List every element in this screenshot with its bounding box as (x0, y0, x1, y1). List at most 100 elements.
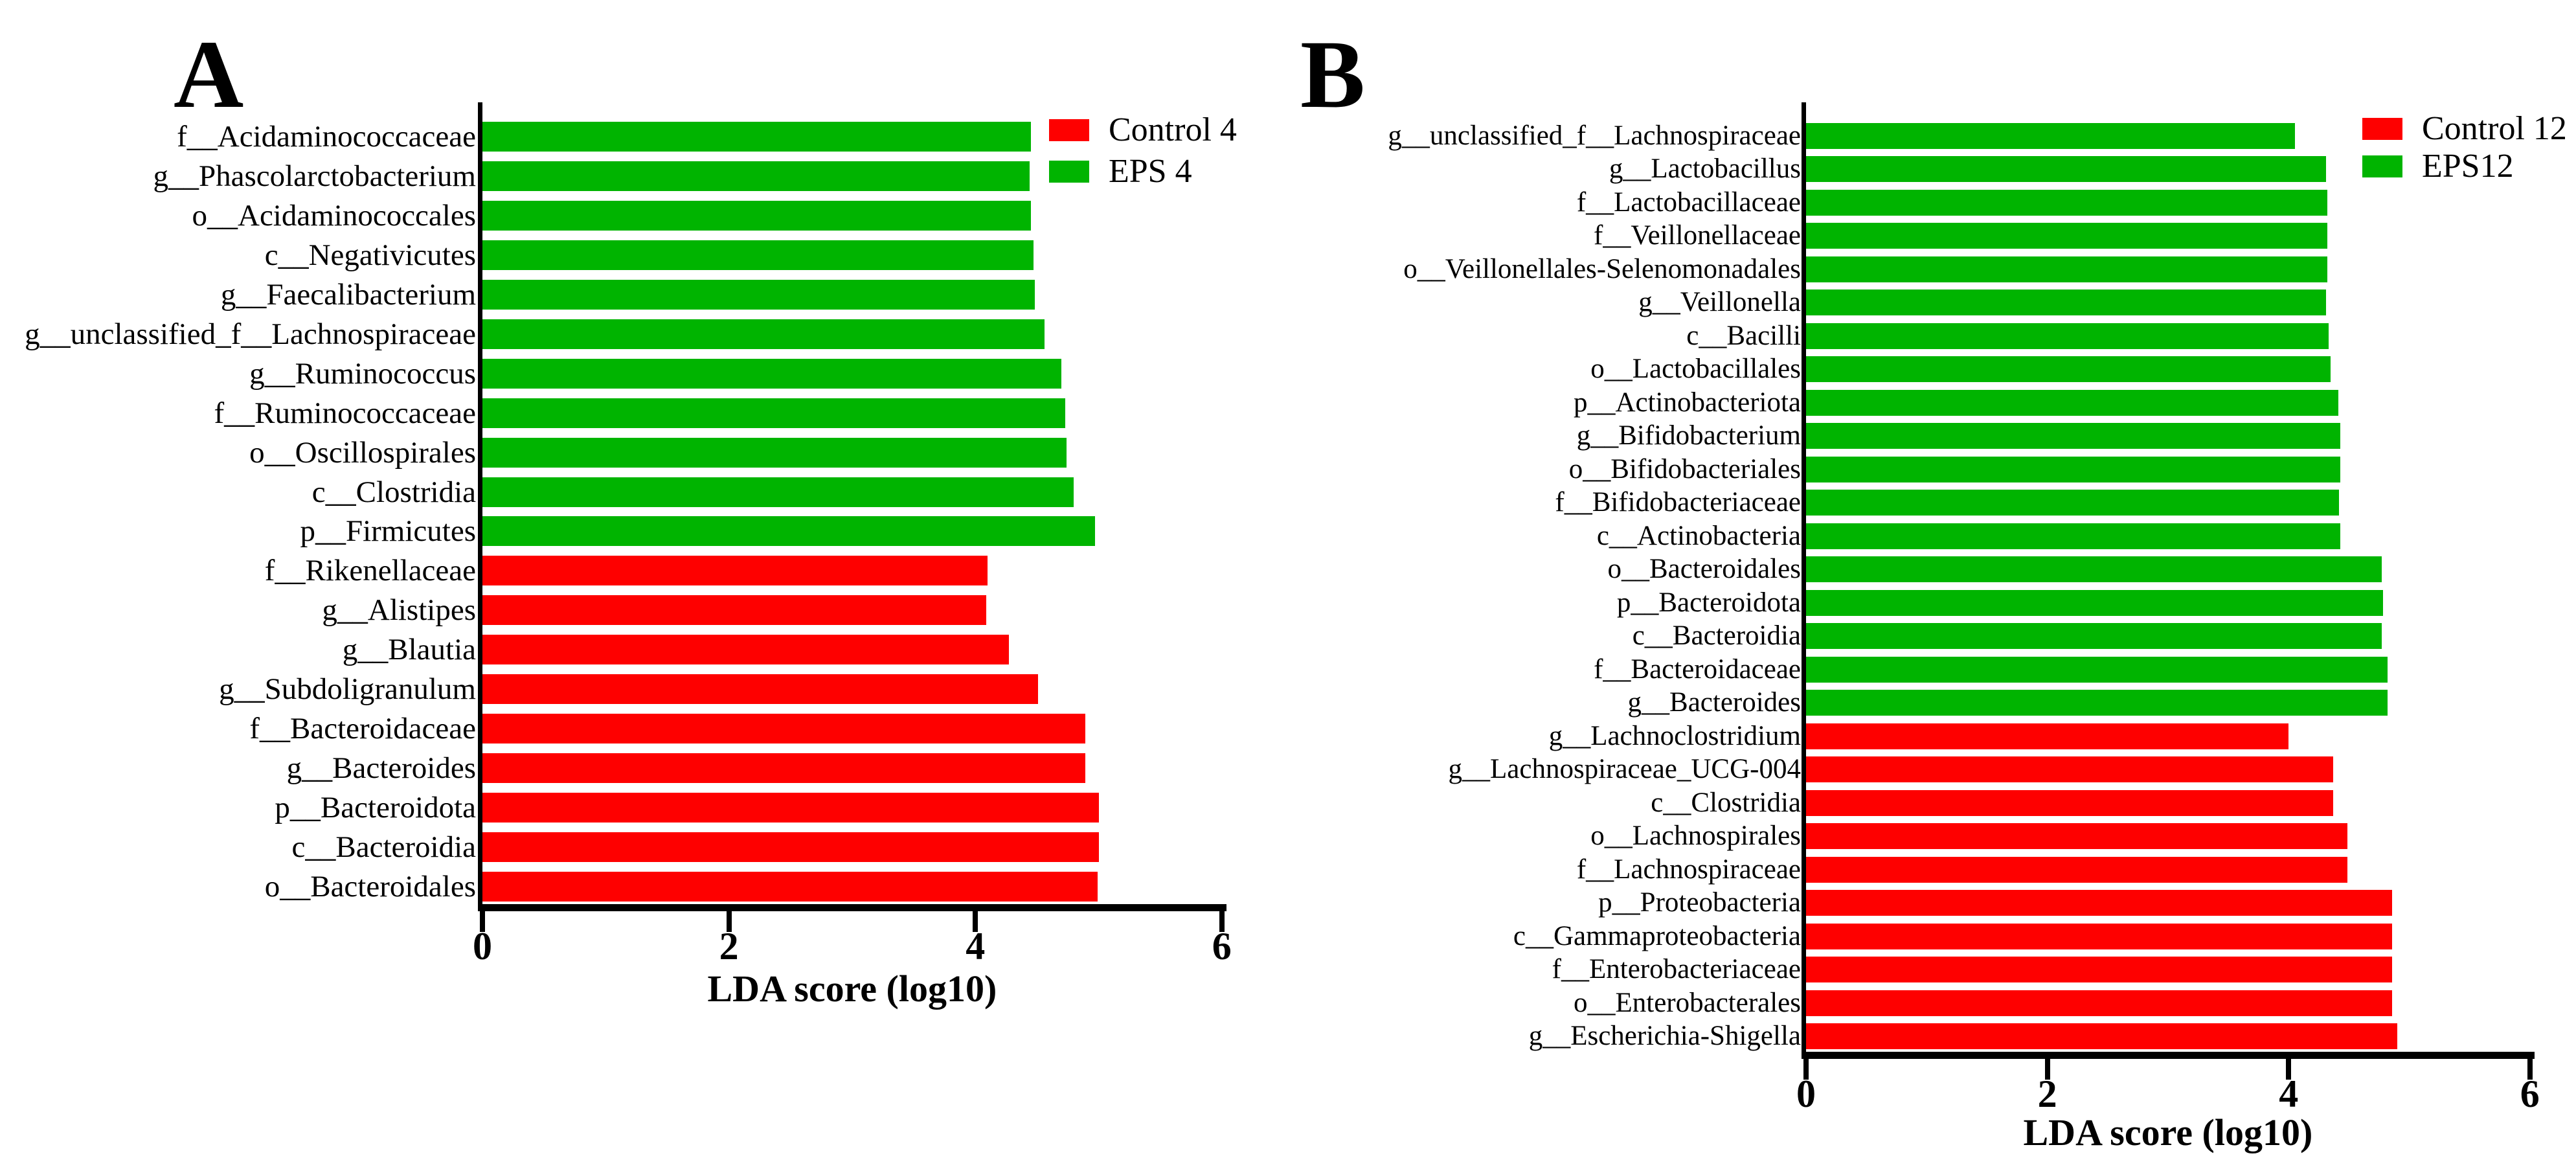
x-axis-tick (2527, 1059, 2533, 1080)
panel-b-letter: B (1300, 21, 1366, 128)
bar (1806, 423, 2340, 449)
x-axis-tick (480, 911, 485, 932)
bar (482, 595, 986, 625)
bar (482, 201, 1031, 231)
x-axis-tick-label: 2 (719, 925, 739, 968)
category-label: g__Bacteroides (286, 751, 476, 785)
bar (1806, 256, 2327, 282)
bar (1806, 623, 2382, 649)
category-label: g__Lachnospiraceae_UCG-004 (1448, 754, 1801, 784)
bar (1806, 790, 2333, 816)
bar (1806, 156, 2326, 182)
category-label: o__Veillonellales-Selenomonadales (1403, 254, 1801, 284)
bar (1806, 356, 2331, 382)
category-label: p__Actinobacteriota (1573, 387, 1801, 418)
bar (482, 359, 1061, 389)
category-label: f__Bacteroidaceae (1594, 654, 1801, 685)
legend-label: Control 12 (2422, 110, 2567, 147)
bar (1806, 990, 2392, 1016)
bar (482, 556, 988, 585)
legend-swatch (1049, 119, 1089, 141)
category-label: c__Actinobacteria (1596, 521, 1801, 551)
category-label: o__Oscillospirales (249, 436, 476, 470)
category-label: c__Clostridia (311, 475, 476, 509)
category-label: o__Bifidobacteriales (1568, 454, 1801, 484)
bar (1806, 556, 2382, 582)
bar (1806, 756, 2333, 782)
legend-swatch (1049, 161, 1089, 183)
bar (1806, 523, 2340, 549)
legend-swatch (2362, 118, 2402, 140)
x-axis-title: LDA score (log10) (2023, 1111, 2313, 1153)
x-axis-tick-label: 0 (1796, 1073, 1816, 1115)
category-label: g__Escherichia-Shigella (1528, 1021, 1801, 1051)
category-label: c__Gammaproteobacteria (1513, 921, 1801, 951)
x-axis-tick (2044, 1059, 2050, 1080)
y-axis-line (1802, 102, 1806, 1059)
bar (482, 438, 1067, 468)
category-label: g__unclassified_f__Lachnospiraceae (1388, 120, 1801, 151)
bar (482, 832, 1099, 862)
bar (482, 477, 1074, 507)
category-label: g__Phascolarctobacterium (153, 159, 476, 193)
category-label: g__Faecalibacterium (220, 278, 476, 312)
category-label: g__Bifidobacterium (1576, 420, 1801, 451)
category-label: g__Veillonella (1638, 287, 1801, 317)
x-axis-tick (1219, 911, 1225, 932)
category-label: f__Enterobacteriaceae (1552, 954, 1801, 984)
category-label: c__Bacteroidia (1632, 620, 1801, 651)
category-label: f__Lactobacillaceae (1576, 187, 1801, 218)
category-label: g__Lachnoclostridium (1548, 721, 1801, 751)
category-label: c__Clostridia (1651, 788, 1801, 818)
bar (482, 753, 1085, 783)
category-label: o__Lachnospirales (1590, 821, 1801, 851)
bar (482, 161, 1030, 191)
category-label: f__Veillonellaceae (1594, 220, 1801, 251)
bar (1806, 490, 2339, 516)
x-axis-title: LDA score (log10) (707, 968, 997, 1010)
legend-swatch (2362, 155, 2402, 177)
category-label: c__Negativicutes (264, 238, 476, 272)
category-label: g__Alistipes (322, 593, 476, 627)
y-axis-line (478, 102, 482, 911)
category-label: o__Bacteroidales (1607, 554, 1801, 584)
bar (1806, 657, 2388, 683)
bar (482, 516, 1095, 546)
bar (1806, 590, 2383, 616)
category-label: f__Rikenellaceae (264, 554, 476, 587)
bar (1806, 857, 2347, 883)
bar (482, 280, 1035, 310)
category-label: g__Blautia (342, 633, 476, 666)
bar (1806, 190, 2327, 216)
x-axis-tick (1803, 1059, 1809, 1080)
category-label: f__Bifidobacteriaceae (1555, 487, 1801, 517)
x-axis-tick (973, 911, 978, 932)
bar (1806, 690, 2388, 716)
legend-label: Control 4 (1109, 111, 1237, 148)
x-axis-tick-label: 6 (1212, 925, 1232, 968)
bar (482, 714, 1085, 743)
category-label: g__Bacteroides (1627, 687, 1801, 718)
category-label: o__Lactobacillales (1590, 354, 1801, 384)
category-label: f__Acidaminococcaceae (177, 120, 476, 153)
x-axis-tick-label: 4 (2279, 1073, 2299, 1115)
x-axis-line (478, 904, 1226, 911)
legend-label: EPS12 (2422, 148, 2514, 185)
category-label: g__unclassified_f__Lachnospiraceae (25, 317, 476, 351)
category-label: p__Proteobacteria (1598, 887, 1801, 918)
category-label: p__Bacteroidota (1616, 587, 1801, 618)
bar (1806, 323, 2329, 349)
category-label: f__Bacteroidaceae (249, 712, 476, 745)
category-label: o__Acidaminococcales (192, 199, 477, 233)
bar (482, 122, 1031, 152)
panel-a-letter: A (174, 21, 244, 128)
x-axis-tick-label: 0 (473, 925, 492, 968)
category-label: g__Ruminococcus (249, 357, 476, 391)
bar (1806, 390, 2338, 416)
category-label: f__Lachnospiraceae (1576, 854, 1801, 885)
category-label: g__Lactobacillus (1609, 153, 1801, 184)
